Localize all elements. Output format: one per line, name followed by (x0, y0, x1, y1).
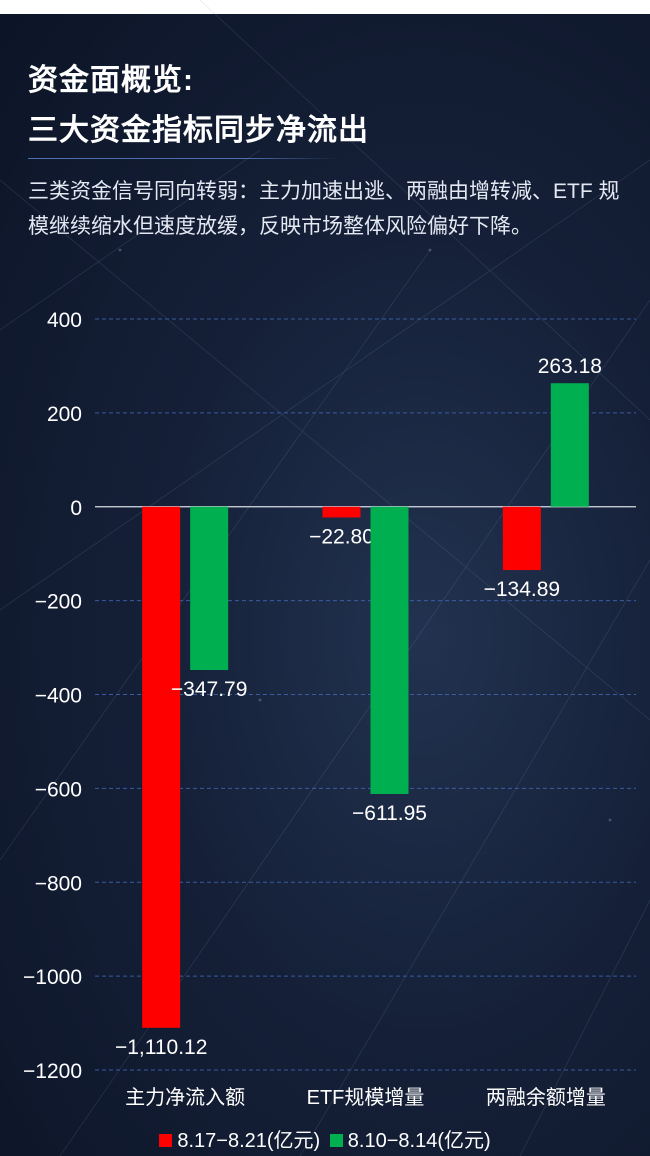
x-category-label-3: 两融余额增量 (486, 1086, 606, 1109)
title-line-2: 三大资金指标同步净流出 (28, 114, 369, 147)
data-label-1-2: −22.80 (309, 525, 374, 548)
bar-2-2 (370, 506, 409, 794)
y-tick-label-7: −1000 (23, 966, 82, 989)
legend-label-series-2: 8.10−8.14(亿元) (347, 1130, 491, 1152)
title-line-1: 资金面概览: (28, 64, 194, 97)
legend-swatch-series-1 (159, 1134, 173, 1147)
data-label-1-3: −134.89 (484, 578, 561, 601)
data-label-1-1: −1,110.12 (115, 1036, 207, 1059)
y-tick-label-4: −400 (35, 685, 82, 708)
chart-legend: 8.17−8.21(亿元) 8.10−8.14(亿元) (0, 1126, 650, 1156)
bar-2-3 (550, 383, 589, 507)
bar-1-3 (502, 506, 541, 571)
data-label-2-3: 263.18 (538, 355, 602, 378)
bar-1-2 (322, 506, 361, 518)
legend-item-series-2: 8.10−8.14(亿元) (329, 1126, 491, 1156)
y-tick-label-8: −1200 (23, 1060, 82, 1083)
y-tick-label-1: 200 (47, 403, 82, 426)
x-category-label-1: 主力净流入额 (125, 1086, 245, 1109)
data-label-2-2: −611.95 (352, 802, 427, 825)
legend-item-series-1: 8.17−8.21(亿元) (159, 1126, 320, 1156)
y-tick-label-6: −800 (35, 872, 82, 895)
data-label-2-1: −347.79 (171, 678, 248, 701)
bar-chart: 400 200 0 −200 −400 −600 −800 −1000 −1200 −1,110.… (23, 309, 636, 1109)
legend-swatch-series-2 (329, 1134, 343, 1147)
title-divider (28, 158, 338, 159)
bar-1-1 (142, 506, 181, 1028)
y-tick-label-3: −200 (35, 591, 82, 614)
page-title: 资金面概览: 三大资金指标同步净流出 (28, 56, 369, 156)
y-tick-label-5: −600 (35, 778, 82, 801)
bar-2-1 (190, 506, 229, 670)
x-category-label-2: ETF规模增量 (307, 1086, 425, 1109)
page-subtitle: 三类资金信号同向转弱：主力加速出逃、两融由增转减、ETF 规模继续缩水但速度放缓… (28, 180, 620, 238)
y-tick-label-0: 400 (47, 309, 82, 332)
top-bar (0, 0, 650, 14)
y-tick-label-2: 0 (70, 497, 82, 520)
legend-label-series-1: 8.17−8.21(亿元) (177, 1130, 321, 1152)
